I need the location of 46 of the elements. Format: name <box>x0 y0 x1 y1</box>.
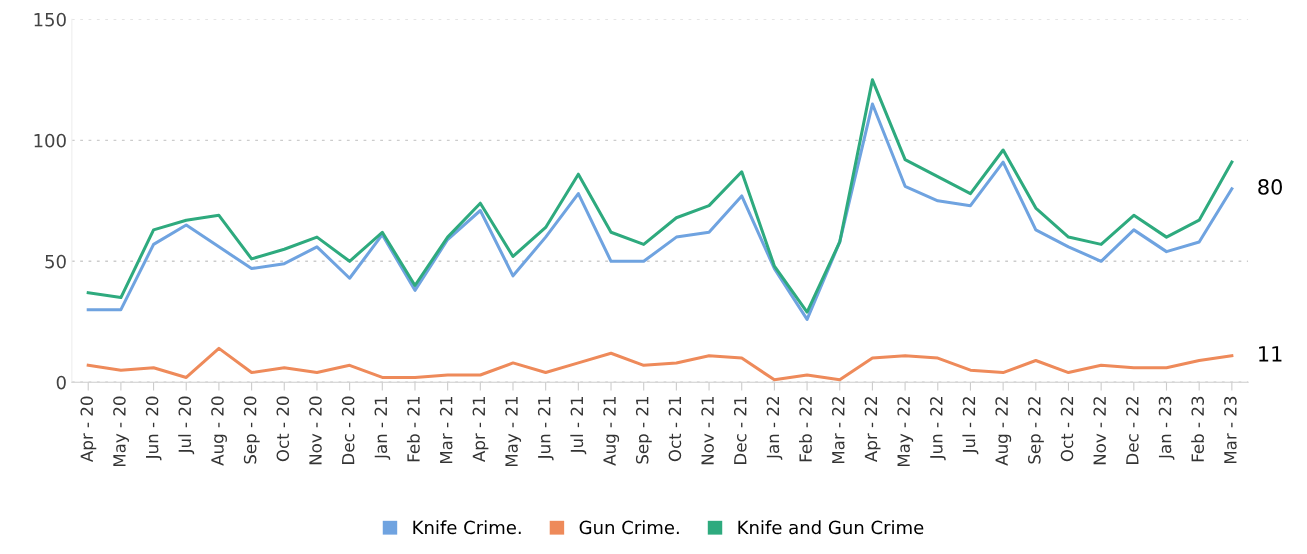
x-tick-label: Dec - 21 <box>733 396 747 464</box>
x-tick-label: Feb - 21 <box>406 396 420 462</box>
line-series <box>86 346 1234 382</box>
x-tick-label: Jul - 22 <box>962 397 979 455</box>
x-tick-label: Jan - 23 <box>1158 396 1175 460</box>
y-tick-label: 100 <box>34 133 66 148</box>
x-tick-label: Aug - 20 <box>211 396 227 466</box>
x-tick-label: Sep - 21 <box>635 396 652 464</box>
legend-label: Gun Crime. <box>579 520 679 535</box>
y-tick-label: 150 <box>34 12 66 27</box>
x-tick-label: Aug - 22 <box>995 397 1012 466</box>
annotation: 80 <box>1258 179 1282 195</box>
x-tick-label: Nov - 22 <box>1093 397 1106 465</box>
x-tick-label: Dec - 20 <box>341 396 355 464</box>
x-tick-label: Feb - 22 <box>799 397 812 462</box>
x-tick-label: Sep - 20 <box>243 396 260 464</box>
x-tick-label: May - 20 <box>113 396 129 467</box>
legend-label: Knife Crime. <box>413 520 521 535</box>
x-tick-label: Aug - 21 <box>603 396 620 466</box>
legend-label: Knife and Gun Crime <box>738 520 924 535</box>
x-tick-label: Apr - 20 <box>80 396 97 462</box>
x-tick-label: Jul - 20 <box>178 396 195 455</box>
x-tick-label: Nov - 21 <box>701 396 714 465</box>
x-tick-label: Jun - 22 <box>930 397 946 461</box>
x-tick-label: May - 21 <box>505 396 522 467</box>
x-tick-label: Oct - 22 <box>1060 397 1074 462</box>
annotation: 11 <box>1259 346 1282 362</box>
x-tick-label: Sep - 22 <box>1028 397 1044 464</box>
x-tick-label: Mar - 23 <box>1224 396 1237 464</box>
x-tick-label: Nov - 20 <box>309 396 322 465</box>
x-tick-label: May - 22 <box>897 397 914 467</box>
y-tick-label: 50 <box>45 254 66 269</box>
x-tick-label: Apr - 21 <box>472 396 489 462</box>
x-tick-label: Oct - 20 <box>276 396 290 462</box>
x-tick-label: Mar - 22 <box>831 397 845 464</box>
x-tick-label: Jan - 21 <box>374 396 391 460</box>
x-tick-label: Feb - 23 <box>1191 396 1205 462</box>
x-tick-label: Mar - 21 <box>439 396 453 464</box>
x-tick-label: Dec - 22 <box>1126 397 1139 464</box>
x-tick-label: Jan - 22 <box>766 397 783 460</box>
y-tick-label: 0 <box>56 375 66 390</box>
x-tick-label: Jun - 20 <box>145 396 162 461</box>
x-tick-label: Jul - 21 <box>570 396 587 455</box>
x-tick-label: Jun - 21 <box>537 396 554 461</box>
x-tick-label: Oct - 21 <box>668 396 682 462</box>
x-tick-label: Apr - 22 <box>864 397 881 462</box>
